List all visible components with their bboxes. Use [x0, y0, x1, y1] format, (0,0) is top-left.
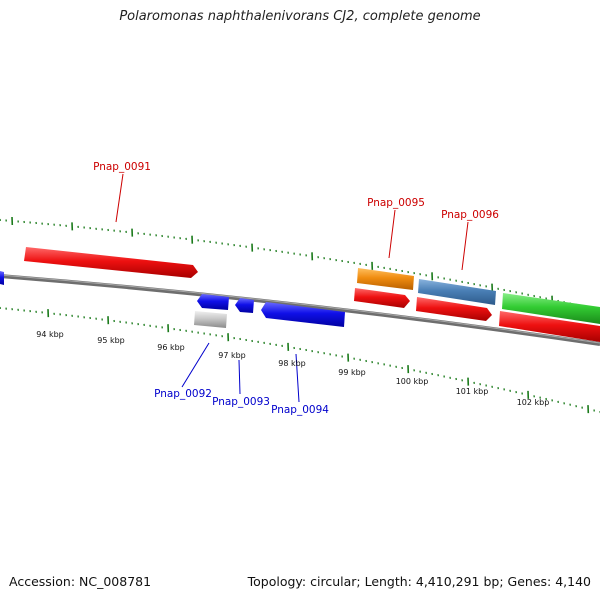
gene-Pnap_0096-cog[interactable]	[418, 279, 496, 305]
gene-Pnap_0096[interactable]	[416, 297, 492, 321]
gene-edge-right[interactable]	[499, 311, 600, 342]
genome-title: Polaromonas naphthalenivorans CJ2, compl…	[119, 9, 481, 24]
scale-label-97kbp: 97 kbp	[218, 351, 246, 360]
gene-labels: Pnap_0091 Pnap_0095 Pnap_0096 Pnap_0092 …	[93, 161, 499, 416]
scale-label-102kbp: 102 kbp	[517, 398, 550, 407]
genome-backbone	[0, 274, 600, 346]
gene-Pnap_0095-cog[interactable]	[357, 268, 414, 290]
gene-Pnap_0091[interactable]	[24, 247, 198, 278]
gene-label-Pnap_0096[interactable]: Pnap_0096	[441, 209, 499, 221]
inner-tick-track	[0, 306, 600, 414]
gene-Pnap_0094[interactable]	[261, 302, 345, 327]
genome-summary-text: Topology: circular; Length: 4,410,291 bp…	[247, 574, 591, 589]
scale-label-94kbp: 94 kbp	[36, 330, 64, 339]
gene-edge-left[interactable]	[0, 271, 4, 285]
gene-label-Pnap_0094[interactable]: Pnap_0094	[271, 404, 329, 416]
gene-Pnap_0093[interactable]	[235, 298, 254, 313]
scale-label-100kbp: 100 kbp	[396, 377, 429, 386]
label-leader-lines	[115, 173, 469, 403]
scale-label-98kbp: 98 kbp	[278, 359, 306, 368]
genome-backbone-highlight	[0, 274, 600, 344]
scale-label-96kbp: 96 kbp	[157, 343, 185, 352]
outer-tick-track	[0, 216, 600, 312]
gene-label-Pnap_0093[interactable]: Pnap_0093	[212, 396, 270, 408]
gene-label-Pnap_0092[interactable]: Pnap_0092	[154, 388, 212, 400]
gene-label-Pnap_0095[interactable]: Pnap_0095	[367, 197, 425, 209]
gene-Pnap_0092[interactable]	[197, 294, 229, 310]
gene-edge-right-cog[interactable]	[502, 293, 600, 324]
accession-text: Accession: NC_008781	[9, 574, 152, 589]
gene-Pnap_0095[interactable]	[354, 288, 410, 308]
scale-label-95kbp: 95 kbp	[97, 336, 125, 345]
gene-Pnap_0092-rna[interactable]	[194, 311, 227, 328]
scale-label-101kbp: 101 kbp	[456, 387, 489, 396]
scale-label-99kbp: 99 kbp	[338, 368, 366, 377]
scale-labels: 94 kbp 95 kbp 96 kbp 97 kbp 98 kbp 99 kb…	[36, 330, 549, 407]
gene-label-Pnap_0091[interactable]: Pnap_0091	[93, 161, 151, 173]
